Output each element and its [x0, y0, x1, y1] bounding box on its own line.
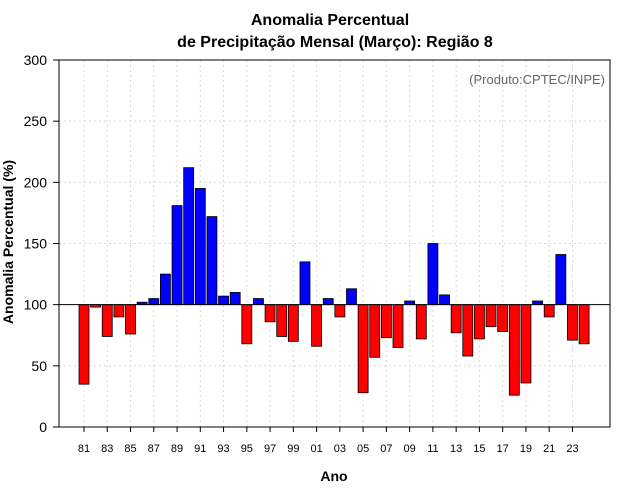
bar-84 — [113, 304, 125, 318]
bar-03 — [334, 304, 346, 318]
x-tick-label: 17 — [497, 443, 509, 455]
x-tick-label: 09 — [404, 443, 416, 455]
x-tick-label: 07 — [380, 443, 392, 455]
bar-22 — [555, 254, 567, 306]
bar-17 — [497, 304, 509, 332]
bar-88 — [160, 273, 171, 306]
x-tick-label: 15 — [473, 443, 485, 455]
bar-91 — [194, 188, 206, 306]
x-axis-label: Ano — [320, 468, 347, 484]
bar-19 — [520, 304, 532, 384]
chart-subtitle: de Precipitação Mensal (Março): Região 8 — [177, 34, 493, 51]
y-tick-label: 50 — [31, 358, 47, 374]
bar-21 — [543, 304, 555, 318]
y-axis: 0 50 100 150 200 250 300 — [24, 52, 59, 435]
bar-81 — [78, 304, 90, 385]
x-tick-label: 03 — [334, 443, 346, 455]
y-tick-label: 300 — [24, 52, 48, 68]
bar-11 — [427, 243, 439, 306]
x-tick-label: 83 — [101, 443, 113, 455]
bars — [78, 167, 590, 396]
bar-12 — [439, 294, 450, 306]
bar-00 — [299, 261, 311, 306]
bar-13 — [450, 304, 462, 334]
y-tick-label: 0 — [39, 419, 47, 435]
bar-23 — [567, 304, 578, 341]
bar-01 — [311, 304, 323, 347]
chart-title: Anomalia Percentual — [251, 12, 409, 29]
x-tick-label: 87 — [148, 443, 160, 455]
y-tick-label: 150 — [24, 236, 48, 252]
bar-07 — [380, 304, 392, 339]
x-tick-label: 97 — [264, 443, 276, 455]
x-tick-label: 05 — [357, 443, 369, 455]
bar-14 — [462, 304, 474, 357]
y-tick-label: 250 — [24, 113, 48, 129]
x-tick-label: 81 — [78, 443, 90, 455]
bar-99 — [287, 304, 299, 342]
bar-95 — [241, 304, 253, 345]
x-axis: 81 83 85 87 89 91 93 95 97 99 01 03 05 07 09 11 13 15 17 19… — [78, 427, 579, 455]
bar-92 — [206, 216, 218, 306]
bar-90 — [183, 167, 195, 306]
bar-87 — [148, 298, 160, 306]
bar-24 — [578, 304, 590, 345]
bar-89 — [171, 205, 183, 306]
x-tick-label: 85 — [124, 443, 136, 455]
x-tick-label: 23 — [566, 443, 578, 455]
bar-06 — [369, 304, 381, 358]
bar-08 — [392, 304, 404, 348]
bar-98 — [276, 304, 288, 337]
bar-83 — [101, 304, 113, 337]
bar-85 — [125, 304, 136, 335]
bar-20 — [532, 300, 543, 306]
bar-05 — [357, 304, 369, 394]
x-tick-label: 13 — [450, 443, 462, 455]
y-tick-label: 100 — [24, 297, 48, 313]
x-tick-label: 99 — [287, 443, 299, 455]
x-tick-label: 19 — [520, 443, 532, 455]
x-tick-label: 01 — [310, 443, 322, 455]
credit-text: (Produto:CPTEC/INPE) — [469, 72, 605, 87]
x-tick-label: 95 — [241, 443, 253, 455]
x-tick-label: 91 — [194, 443, 206, 455]
bar-15 — [474, 304, 485, 340]
bar-10 — [415, 304, 427, 340]
bar-93 — [218, 295, 229, 306]
x-tick-label: 21 — [543, 443, 555, 455]
bar-02 — [322, 298, 334, 306]
y-axis-label: Anomalia Percentual (%) — [0, 160, 16, 324]
bar-18 — [508, 304, 520, 396]
x-tick-label: 11 — [427, 443, 438, 455]
bar-09 — [404, 300, 416, 306]
bar-96 — [253, 298, 264, 306]
bar-94 — [229, 292, 241, 306]
bar-04 — [346, 288, 357, 306]
x-tick-label: 93 — [217, 443, 229, 455]
bar-16 — [485, 304, 497, 328]
x-tick-label: 89 — [171, 443, 183, 455]
y-tick-label: 200 — [24, 174, 48, 190]
bar-97 — [264, 304, 276, 323]
